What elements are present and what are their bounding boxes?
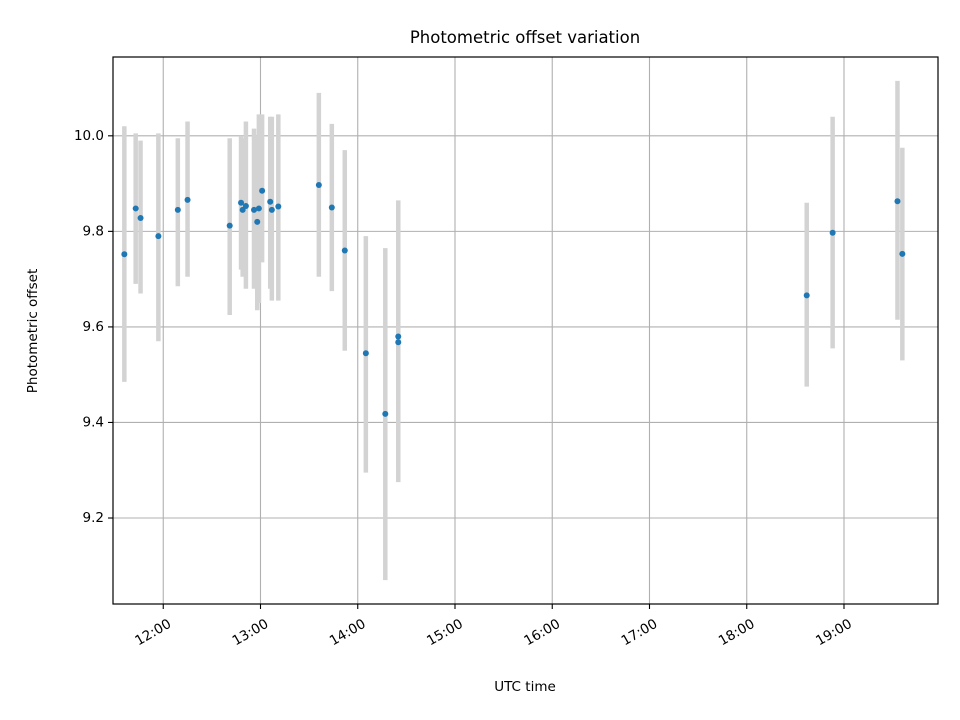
y-axis-label: Photometric offset — [25, 269, 41, 393]
data-point — [242, 203, 249, 210]
y-tick-label: 9.8 — [83, 223, 104, 239]
data-point — [251, 206, 258, 213]
data-point — [395, 333, 402, 340]
data-point — [328, 204, 335, 211]
data-point — [238, 199, 245, 206]
data-points — [121, 182, 906, 417]
plot-frame — [112, 56, 939, 605]
data-point — [174, 206, 181, 213]
data-point — [259, 187, 266, 194]
x-axis-label: UTC time — [494, 679, 556, 695]
data-point — [155, 233, 162, 240]
y-tick-label: 9.2 — [83, 510, 104, 526]
data-point — [267, 198, 274, 205]
y-tick-label: 9.4 — [83, 414, 104, 430]
data-point — [899, 250, 906, 257]
chart-title: Photometric offset variation — [410, 28, 640, 47]
data-point — [268, 206, 275, 213]
data-point — [184, 196, 191, 203]
data-point — [275, 203, 282, 210]
data-point — [137, 214, 144, 221]
data-point — [803, 292, 810, 299]
data-point — [226, 222, 233, 229]
grid-lines — [113, 57, 938, 604]
data-point — [255, 205, 262, 212]
data-point — [382, 410, 389, 417]
data-point — [132, 205, 139, 212]
data-point — [341, 247, 348, 254]
data-point — [254, 218, 261, 225]
data-point — [315, 182, 322, 189]
y-tick-label: 9.6 — [83, 319, 104, 335]
y-axis-ticks: 9.2 9.4 9.6 9.8 10.0 — [74, 128, 113, 526]
y-tick-label: 10.0 — [74, 128, 104, 144]
data-point — [395, 339, 402, 346]
data-point — [362, 350, 369, 357]
data-point — [829, 229, 836, 236]
data-point — [894, 198, 901, 205]
data-point — [121, 251, 128, 258]
